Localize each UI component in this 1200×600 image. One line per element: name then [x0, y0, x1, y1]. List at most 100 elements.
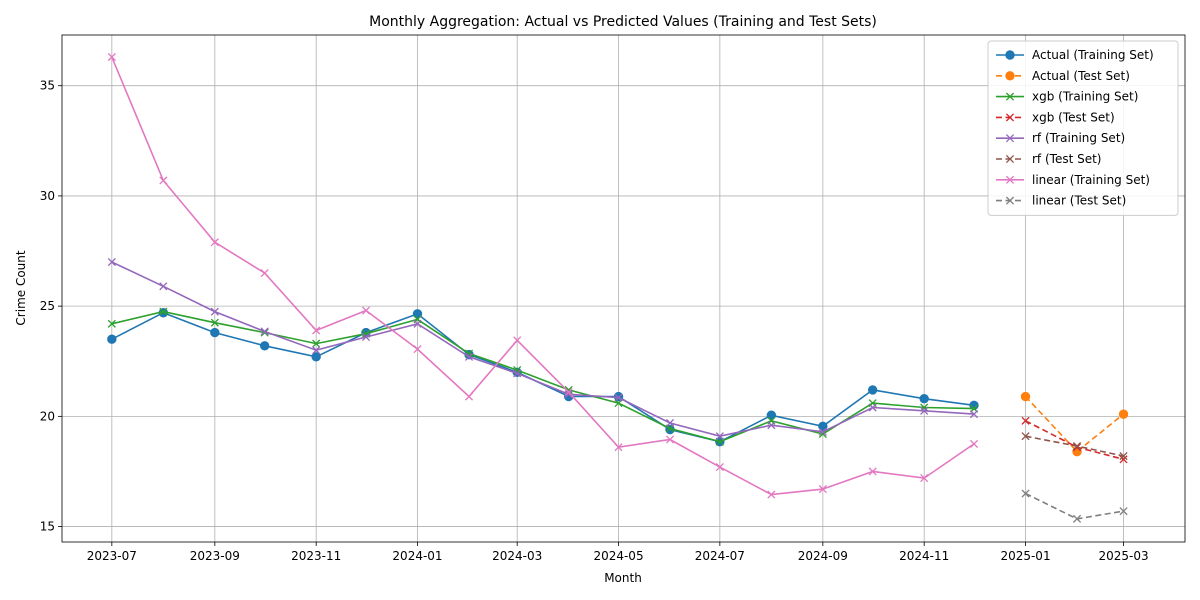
data-point — [260, 327, 269, 336]
data-point — [1119, 507, 1128, 516]
data-point — [818, 427, 827, 436]
x-tick-label: 2024-01 — [392, 549, 442, 563]
data-point — [715, 432, 724, 441]
chart-title: Monthly Aggregation: Actual vs Predicted… — [369, 14, 877, 30]
y-tick-label: 15 — [40, 520, 55, 534]
data-point — [1020, 391, 1031, 402]
data-point — [920, 474, 929, 483]
x-tick-label: 2024-03 — [492, 549, 542, 563]
data-point — [361, 332, 371, 342]
data-point — [1119, 451, 1128, 461]
data-point — [107, 334, 117, 344]
x-axis-label: Month — [604, 571, 642, 585]
data-point — [867, 385, 878, 395]
legend: Actual (Training Set) Actual (Test Set) xg… — [987, 40, 1179, 216]
y-tick-label: 25 — [40, 299, 55, 313]
x-tick-label: 2024-05 — [593, 549, 643, 563]
data-point — [312, 339, 321, 348]
x-tick-label: 2023-07 — [87, 549, 137, 563]
x-tick-label: 2025-01 — [1000, 549, 1050, 563]
data-point — [260, 269, 269, 278]
legend-label: xgb (Test Set) — [1032, 110, 1115, 124]
data-point — [1118, 409, 1129, 419]
legend-item: xgb (Test Set) — [996, 110, 1115, 124]
legend-marker — [1005, 134, 1015, 143]
data-point — [159, 307, 168, 316]
data-point — [818, 421, 828, 431]
data-point — [210, 318, 219, 327]
legend-label: rf (Training Set) — [1032, 131, 1125, 145]
legend-label: linear (Training Set) — [1032, 173, 1150, 187]
data-point — [665, 418, 675, 428]
series-line — [111, 56, 975, 496]
data-point — [312, 326, 321, 335]
legend-label: xgb (Training Set) — [1032, 90, 1138, 104]
data-point — [1072, 442, 1082, 451]
series-line — [111, 310, 975, 443]
legend-marker — [1005, 196, 1015, 205]
data-point — [107, 319, 116, 328]
data-point — [868, 403, 877, 412]
data-point — [614, 443, 623, 452]
data-point — [715, 462, 724, 472]
data-point — [1072, 443, 1082, 452]
legend-marker — [1005, 50, 1015, 60]
data-point — [413, 345, 422, 354]
series-line — [111, 261, 975, 438]
legend-marker — [1005, 175, 1015, 184]
data-point — [210, 307, 219, 316]
data-point — [868, 467, 877, 476]
data-point — [210, 238, 219, 247]
data-point — [614, 393, 623, 402]
data-point — [919, 394, 929, 404]
x-tick-label: 2023-09 — [190, 549, 240, 563]
legend-item: Actual (Training Set) — [996, 48, 1154, 62]
series-line — [1024, 395, 1125, 453]
data-point — [107, 52, 116, 62]
x-tick-label: 2023-11 — [291, 549, 341, 563]
data-point — [969, 410, 979, 419]
y-tick-label: 35 — [40, 79, 55, 93]
data-point — [969, 439, 979, 448]
x-tick-label: 2025-03 — [1098, 549, 1148, 563]
data-point — [412, 309, 423, 319]
data-point — [665, 435, 675, 444]
data-point — [564, 388, 573, 397]
x-tick-label: 2024-09 — [798, 549, 848, 563]
legend-marker — [1005, 71, 1015, 81]
data-point — [1072, 514, 1082, 523]
legend-box — [987, 40, 1179, 216]
y-axis-label: Crime Count — [14, 250, 28, 325]
legend-label: rf (Test Set) — [1032, 152, 1102, 166]
data-point — [767, 421, 776, 430]
data-point — [1021, 489, 1030, 498]
series-rf-test-set — [1021, 432, 1128, 461]
x-tick-label: 2024-11 — [899, 549, 949, 563]
legend-marker — [1005, 92, 1015, 101]
data-point — [464, 352, 474, 361]
legend-item: xgb (Training Set) — [996, 90, 1138, 104]
data-point — [920, 406, 929, 415]
series-linear-training-set — [107, 52, 979, 499]
data-point — [159, 282, 168, 291]
y-tick-label: 20 — [40, 409, 55, 423]
series-layer — [107, 52, 1129, 523]
y-tick-label: 30 — [40, 189, 55, 203]
data-point — [513, 336, 522, 345]
data-point — [413, 319, 422, 328]
data-point — [513, 369, 522, 378]
series-rf-training-set — [107, 257, 979, 441]
series-xgb-test-set — [1021, 416, 1128, 464]
legend-item: rf (Test Set) — [996, 152, 1102, 166]
data-point — [210, 327, 220, 338]
legend-item: rf (Training Set) — [996, 131, 1125, 145]
data-point — [312, 346, 321, 355]
data-point — [818, 485, 827, 494]
axis-ticks: 2023-07 2023-09 2023-11 2024-01 2024-03 2024-… — [40, 79, 1149, 563]
data-point — [361, 306, 371, 315]
data-point — [564, 390, 573, 399]
x-tick-label: 2024-07 — [695, 549, 745, 563]
data-point — [767, 490, 776, 499]
